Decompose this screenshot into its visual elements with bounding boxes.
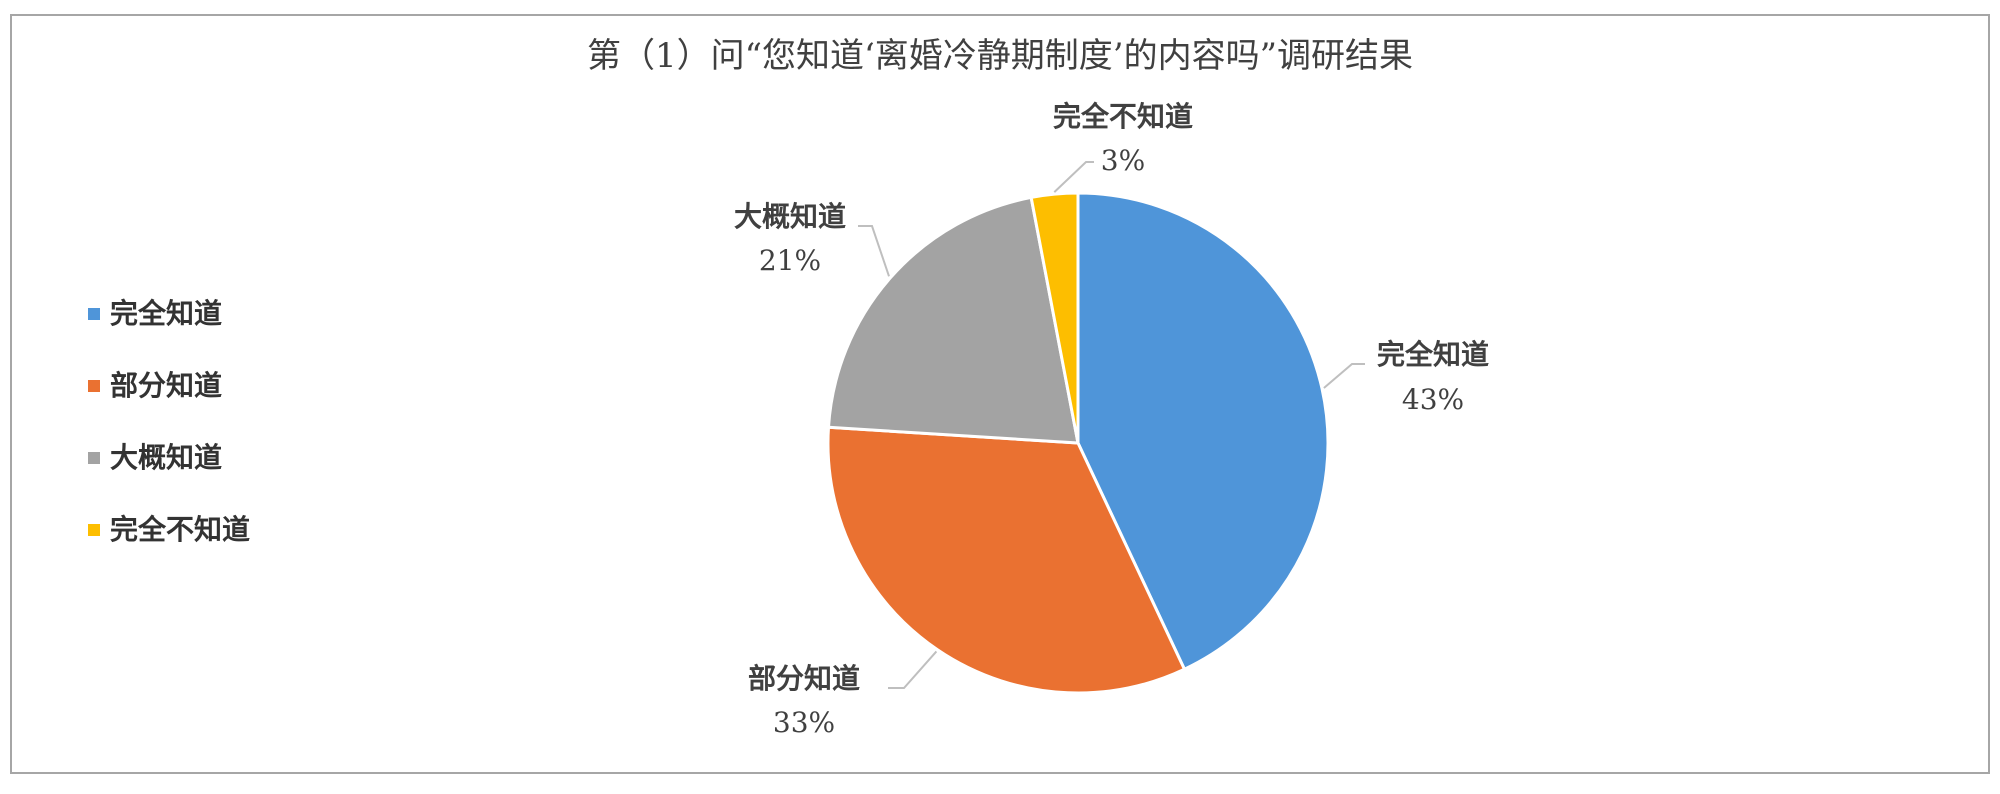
legend: 完全知道 部分知道 大概知道 完全不知道: [88, 292, 250, 580]
legend-swatch: [88, 380, 100, 392]
pie-slices: [826, 191, 1330, 695]
legend-label: 大概知道: [110, 441, 223, 474]
data-label-name: 部分知道: [748, 662, 860, 695]
legend-item: 完全知道: [88, 292, 250, 364]
data-label-name: 完全知道: [1377, 338, 1489, 371]
legend-label: 部分知道: [110, 369, 223, 402]
pie-slice: [826, 425, 1186, 695]
leader-line: [888, 650, 938, 689]
data-label-value: 33%: [773, 706, 835, 739]
data-label-name: 完全不知道: [1053, 100, 1193, 133]
leader-line: [858, 225, 890, 277]
leader-line: [1323, 363, 1365, 389]
legend-item: 完全不知道: [88, 508, 250, 580]
legend-label: 完全不知道: [110, 513, 251, 546]
legend-swatch: [88, 452, 100, 464]
legend-item: 大概知道: [88, 436, 250, 508]
legend-swatch: [88, 524, 100, 536]
pie-slice: [1076, 191, 1330, 671]
leader-lines: [858, 161, 1365, 689]
data-label-value: 3%: [1101, 144, 1145, 177]
data-label-value: 43%: [1402, 383, 1464, 416]
pie-slice: [1029, 191, 1080, 445]
chart-title: 第（1）问“您知道‘离婚冷静期制度’的内容吗”调研结果: [586, 36, 1413, 76]
data-label-name: 大概知道: [734, 200, 846, 233]
leader-line: [1053, 161, 1094, 193]
legend-label: 完全知道: [110, 297, 223, 330]
legend-swatch: [88, 308, 100, 320]
data-labels: 完全知道 43% 部分知道 33% 大概知道 21% 完全不知道 3%: [734, 100, 1489, 739]
legend-item: 部分知道: [88, 364, 250, 436]
pie-slice: [826, 195, 1080, 445]
data-label-value: 21%: [759, 244, 821, 277]
